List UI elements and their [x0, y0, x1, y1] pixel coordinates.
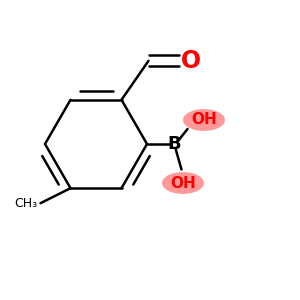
Ellipse shape [184, 110, 224, 130]
Ellipse shape [163, 173, 203, 193]
Text: OH: OH [191, 112, 217, 128]
Text: O: O [180, 49, 201, 73]
Text: B: B [167, 135, 181, 153]
Text: OH: OH [170, 176, 196, 190]
Text: CH₃: CH₃ [14, 197, 38, 210]
